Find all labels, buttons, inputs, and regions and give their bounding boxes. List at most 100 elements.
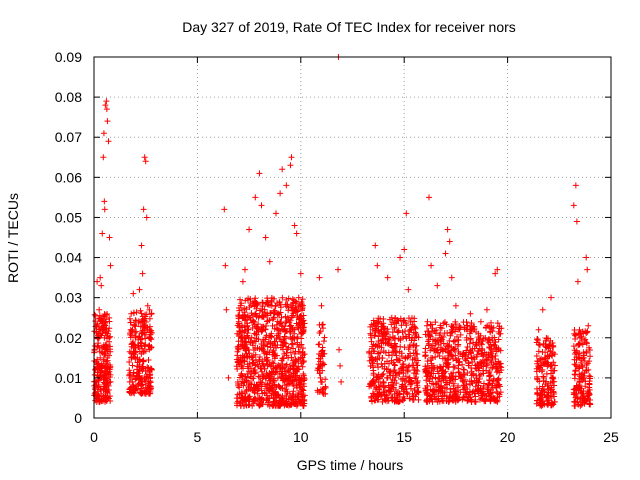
data-point: [376, 343, 383, 350]
data-point: [93, 322, 100, 329]
data-point: [250, 367, 257, 374]
data-point: [486, 344, 493, 351]
data-point: [301, 376, 308, 383]
data-point: [249, 325, 256, 332]
data-point: [456, 358, 463, 365]
data-point: [100, 130, 107, 137]
data-point: [314, 389, 321, 396]
data-point: [321, 334, 328, 341]
data-point: [390, 343, 397, 350]
data-point: [369, 390, 376, 397]
data-point: [464, 397, 471, 404]
data-point: [585, 366, 592, 373]
data-point: [316, 370, 323, 377]
data-point: [411, 337, 418, 344]
data-point: [382, 329, 389, 336]
data-point: [402, 328, 409, 335]
data-point: [130, 290, 137, 297]
data-point: [583, 361, 590, 368]
data-point: [442, 375, 449, 382]
data-point: [539, 306, 546, 313]
data-point: [438, 334, 445, 341]
data-point: [127, 319, 134, 326]
data-point: [281, 364, 288, 371]
data-point: [298, 321, 305, 328]
data-point: [440, 340, 447, 347]
data-point: [107, 333, 114, 340]
data-point: [249, 312, 256, 319]
data-point: [413, 370, 420, 377]
data-point: [135, 381, 142, 388]
data-point: [241, 358, 248, 365]
data-point: [298, 313, 305, 320]
data-point: [244, 353, 251, 360]
data-point: [291, 377, 298, 384]
data-point: [422, 331, 429, 338]
data-point: [147, 374, 154, 381]
data-point: [392, 370, 399, 377]
data-point: [463, 390, 470, 397]
data-point: [260, 323, 267, 330]
data-point: [94, 343, 101, 350]
data-point: [287, 162, 294, 169]
data-point: [475, 364, 482, 371]
data-point: [107, 378, 114, 385]
data-point: [487, 372, 494, 379]
data-point: [249, 340, 256, 347]
data-point: [241, 390, 248, 397]
data-point: [145, 380, 152, 387]
data-point: [395, 327, 402, 334]
data-point: [437, 344, 444, 351]
data-point: [290, 382, 297, 389]
data-point: [548, 362, 555, 369]
data-point: [242, 398, 249, 405]
data-point: [138, 310, 145, 317]
data-point: [481, 398, 488, 405]
data-point: [293, 368, 300, 375]
data-point: [142, 158, 149, 165]
data-point: [126, 359, 133, 366]
data-point: [279, 395, 286, 402]
data-point: [259, 299, 266, 306]
data-point: [412, 334, 419, 341]
x-tick-label: 10: [293, 429, 309, 445]
data-point: [457, 324, 464, 331]
data-point: [472, 398, 479, 405]
data-point: [407, 318, 414, 325]
data-point: [459, 361, 466, 368]
data-point: [128, 310, 135, 317]
data-point: [477, 371, 484, 378]
data-point: [92, 397, 99, 404]
data-point: [479, 338, 486, 345]
data-point: [385, 352, 392, 359]
data-point: [139, 270, 146, 277]
data-point: [573, 218, 580, 225]
data-point: [447, 389, 454, 396]
data-point: [270, 365, 277, 372]
data-point: [476, 396, 483, 403]
data-point: [549, 340, 556, 347]
data-point: [437, 322, 444, 329]
data-point: [294, 365, 301, 372]
data-point: [576, 334, 583, 341]
y-tick-label: 0: [74, 410, 82, 426]
data-point: [578, 401, 585, 408]
data-point: [451, 388, 458, 395]
data-point: [278, 357, 285, 364]
data-point: [106, 314, 113, 321]
data-point: [486, 368, 493, 375]
data-point: [140, 318, 147, 325]
data-point: [128, 354, 135, 361]
data-point: [452, 398, 459, 405]
data-point: [398, 322, 405, 329]
data-point: [466, 340, 473, 347]
data-point: [535, 348, 542, 355]
data-point: [225, 374, 232, 381]
data-point: [293, 320, 300, 327]
data-point: [268, 302, 275, 309]
data-point: [299, 296, 306, 303]
data-point: [452, 352, 459, 359]
data-point: [287, 323, 294, 330]
data-point: [443, 360, 450, 367]
data-point: [136, 366, 143, 373]
